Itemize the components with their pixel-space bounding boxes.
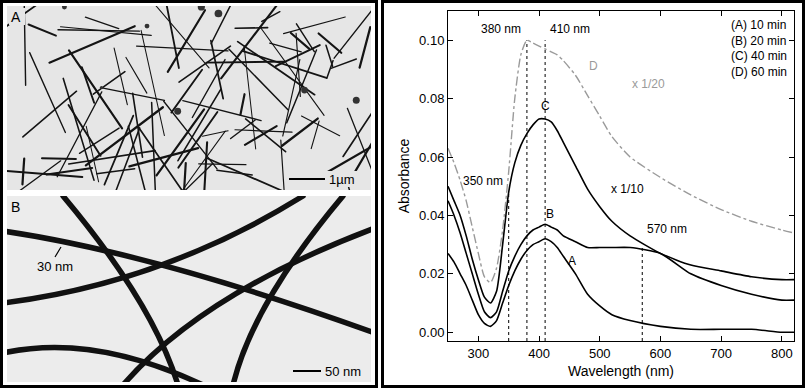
svg-text:700: 700 bbox=[710, 346, 732, 361]
svg-text:C: C bbox=[541, 99, 550, 113]
svg-text:0.06: 0.06 bbox=[419, 150, 444, 165]
svg-text:x 1/20: x 1/20 bbox=[632, 77, 665, 91]
svg-text:0.08: 0.08 bbox=[419, 91, 444, 106]
svg-text:350 nm: 350 nm bbox=[463, 174, 503, 188]
svg-text:30 nm: 30 nm bbox=[37, 259, 73, 274]
svg-text:(A) 10 min(B) 20 min(C) 40 min: (A) 10 min(B) 20 min(C) 40 min(D) 60 min bbox=[731, 18, 787, 79]
svg-text:D: D bbox=[589, 59, 598, 73]
svg-text:570 nm: 570 nm bbox=[647, 222, 687, 236]
svg-text:Wavelength (nm): Wavelength (nm) bbox=[568, 363, 674, 379]
svg-text:0.00: 0.00 bbox=[419, 325, 444, 340]
svg-text:0.02: 0.02 bbox=[419, 266, 444, 281]
svg-text:50 nm: 50 nm bbox=[325, 364, 361, 379]
svg-text:1µm: 1µm bbox=[329, 172, 355, 187]
svg-text:600: 600 bbox=[650, 346, 672, 361]
svg-text:x 1/10: x 1/10 bbox=[611, 182, 644, 196]
svg-text:380 nm: 380 nm bbox=[481, 22, 521, 36]
svg-text:B: B bbox=[11, 199, 20, 215]
svg-text:410 nm: 410 nm bbox=[550, 22, 590, 36]
svg-text:A: A bbox=[568, 254, 576, 268]
svg-text:B: B bbox=[546, 207, 554, 221]
svg-text:800: 800 bbox=[771, 346, 793, 361]
svg-text:Absorbance: Absorbance bbox=[396, 138, 412, 213]
svg-text:400: 400 bbox=[528, 346, 550, 361]
svg-text:500: 500 bbox=[589, 346, 611, 361]
svg-text:300: 300 bbox=[467, 346, 489, 361]
svg-text:0.10: 0.10 bbox=[419, 33, 444, 48]
svg-text:0.04: 0.04 bbox=[419, 208, 444, 223]
svg-text:A: A bbox=[11, 9, 21, 25]
